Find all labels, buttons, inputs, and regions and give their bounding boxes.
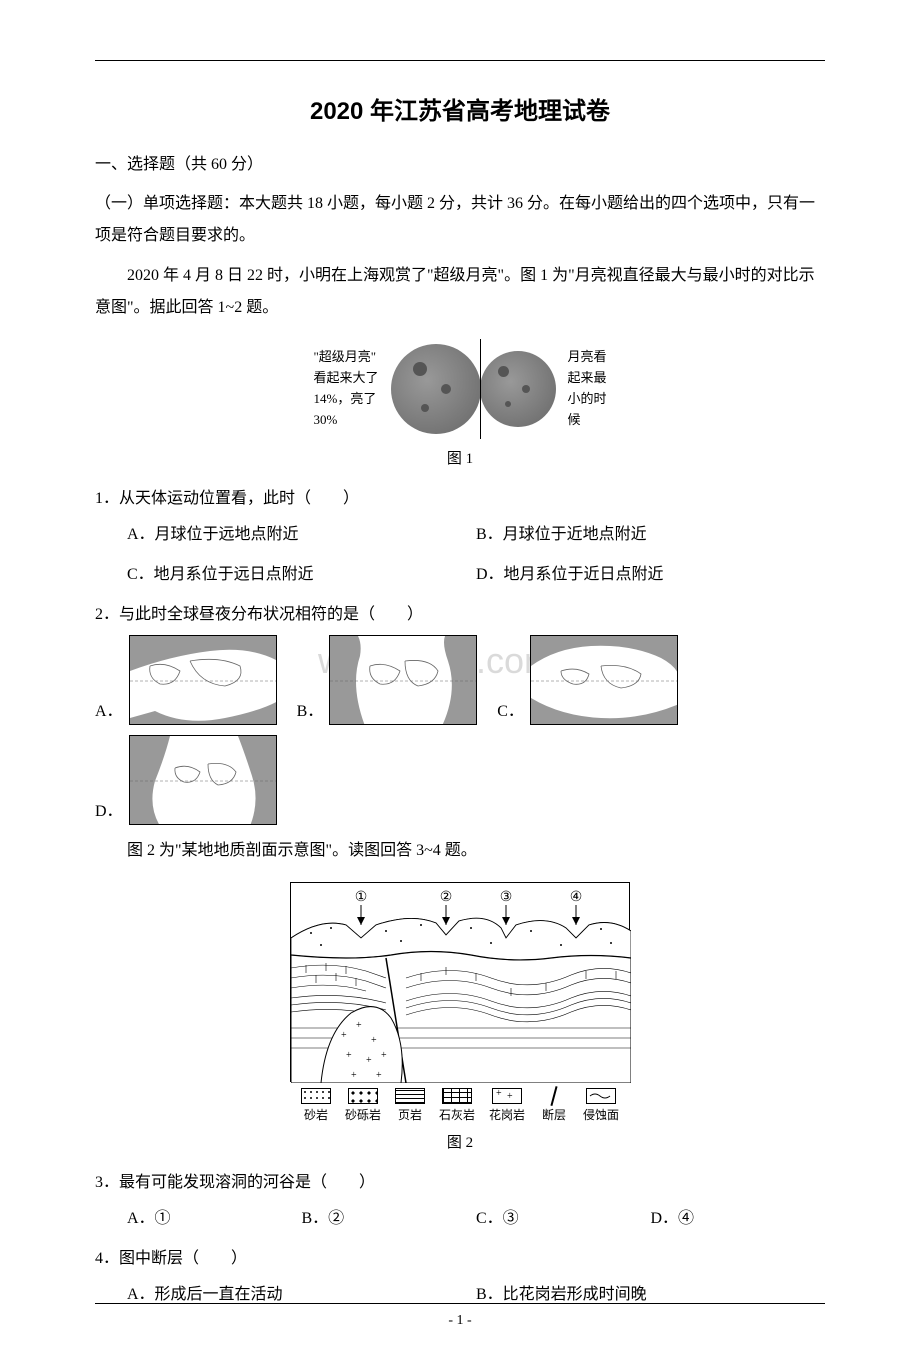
q3-optA: A．① — [127, 1203, 302, 1235]
q2-map-options: A． B． C． — [95, 635, 825, 725]
q3-optB: B．② — [302, 1203, 477, 1235]
daynight-map-D — [129, 735, 277, 825]
q1-optA: A．月球位于远地点附近 — [127, 519, 476, 551]
daynight-map-B — [329, 635, 477, 725]
q2-optB-wrap: B． — [297, 635, 478, 725]
passage-1: 2020 年 4 月 8 日 22 时，小明在上海观赏了"超级月亮"。图 1 为… — [95, 260, 825, 324]
daynight-map-C — [530, 635, 678, 725]
q2-optC-wrap: C． — [497, 635, 678, 725]
svg-text:+: + — [376, 1070, 382, 1081]
q2-optB-label: B． — [297, 697, 324, 725]
svg-text:①: ① — [355, 890, 368, 905]
legend-sandstone: 砂岩 — [301, 1088, 331, 1123]
footer-rule — [95, 1303, 825, 1304]
q2-optA-label: A． — [95, 697, 123, 725]
q3-options: A．① B．② C．③ D．④ — [127, 1203, 825, 1235]
legend-limestone: 石灰岩 — [439, 1088, 475, 1123]
svg-text:+: + — [356, 1020, 362, 1031]
q1-options-row1: A．月球位于远地点附近 B．月球位于近地点附近 — [127, 519, 825, 551]
figure-2: ① ② ③ ④ — [95, 882, 825, 1152]
q1-options-row2: C．地月系位于远日点附近 D．地月系位于近日点附近 — [127, 559, 825, 591]
supermoon-icon — [391, 344, 481, 434]
svg-text:+: + — [341, 1030, 347, 1041]
q2-stem: 2．与此时全球昼夜分布状况相符的是（ ） — [95, 599, 825, 631]
section-heading: 一、选择题（共 60 分） — [95, 151, 825, 180]
q1-optC: C．地月系位于远日点附近 — [127, 559, 476, 591]
q2-optA-wrap: A． — [95, 635, 277, 725]
figure-1: "超级月亮" 看起来大了 14%，亮了 30% 月亮看 — [95, 339, 825, 468]
q4-stem: 4．图中断层（ ） — [95, 1243, 825, 1275]
legend-erosion: 侵蚀面 — [583, 1088, 619, 1123]
svg-text:+: + — [381, 1050, 387, 1061]
figure1-caption: 图 1 — [313, 447, 606, 468]
q4-options: A．形成后一直在活动 B．比花岗岩形成时间晚 — [127, 1279, 825, 1311]
svg-text:③: ③ — [500, 890, 513, 905]
q3-optD: D．④ — [651, 1203, 826, 1235]
legend-conglomerate: 砂砾岩 — [345, 1088, 381, 1123]
figure2-caption: 图 2 — [95, 1131, 825, 1152]
instructions-text: （一）单项选择题：本大题共 18 小题，每小题 2 分，共计 36 分。在每小题… — [95, 188, 825, 252]
passage-2: 图 2 为"某地地质剖面示意图"。读图回答 3~4 题。 — [95, 835, 825, 867]
header-rule — [95, 60, 825, 61]
q3-stem: 3．最有可能发现溶洞的河谷是（ ） — [95, 1167, 825, 1199]
q1-stem: 1．从天体运动位置看，此时（ ） — [95, 483, 825, 515]
q1-optB: B．月球位于近地点附近 — [476, 519, 825, 551]
q1-optD: D．地月系位于近日点附近 — [476, 559, 825, 591]
q2-optD-label: D． — [95, 797, 123, 825]
q3-optC: C．③ — [476, 1203, 651, 1235]
q2-map-options-row2: D． — [95, 735, 825, 825]
q2-optD-wrap: D． — [95, 735, 277, 825]
page-title: 2020 年江苏省高考地理试卷 — [95, 91, 825, 126]
svg-text:+: + — [351, 1070, 357, 1081]
svg-text:+: + — [346, 1050, 352, 1061]
q2-optC-label: C． — [497, 697, 524, 725]
figure1-right-text: 月亮看 起来最 小的时 候 — [568, 347, 607, 430]
daynight-map-A — [129, 635, 277, 725]
svg-text:②: ② — [440, 890, 453, 905]
q4-optA: A．形成后一直在活动 — [127, 1279, 476, 1311]
geo-legend: 砂岩 砂砾岩 页岩 石灰岩 ++ 花岗岩 断层 侵蚀面 — [95, 1088, 825, 1123]
legend-granite: ++ 花岗岩 — [489, 1088, 525, 1123]
svg-text:+: + — [371, 1035, 377, 1046]
geo-cross-section: ① ② ③ ④ — [290, 882, 630, 1082]
figure1-left-text: "超级月亮" 看起来大了 14%，亮了 30% — [313, 347, 378, 430]
legend-shale: 页岩 — [395, 1088, 425, 1123]
smallmoon-icon — [480, 351, 556, 427]
svg-text:+: + — [366, 1055, 372, 1066]
q4-optB: B．比花岗岩形成时间晚 — [476, 1279, 825, 1311]
legend-fault: 断层 — [539, 1088, 569, 1123]
page-number: - 1 - — [0, 1313, 920, 1329]
svg-text:④: ④ — [570, 890, 583, 905]
